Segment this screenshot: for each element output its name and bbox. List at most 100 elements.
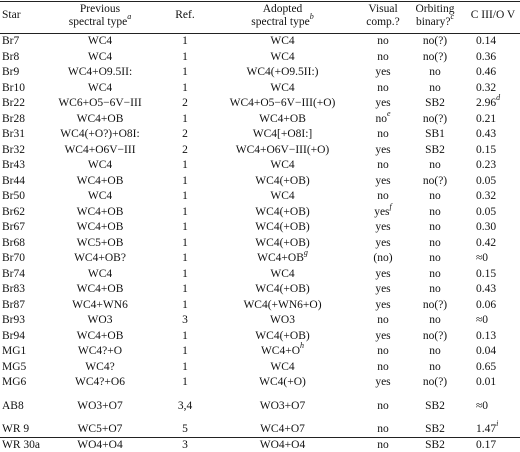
civ-ratio: 0.15 [476,267,497,280]
reference: 2 [182,97,188,109]
civ-ratio-cell: 0.36 [476,51,520,64]
civ-ratio-cell: 0.32 [476,190,520,203]
header-adopt-line2-text: spectral type [251,16,310,28]
star-name: Br32 [2,143,25,156]
previous-type: WC4?+O [77,345,123,357]
star-name: WR 9 [2,423,30,435]
header-adopt-footnote: b [309,12,314,22]
star-name: MG5 [2,360,27,373]
table-row: Br44 WC4+OB 1 WC4(+OB) yes no(?) 0.05 [0,175,520,188]
adopted-type: WO3+O7 [259,399,306,412]
visual-comp: no [375,112,387,125]
header-adopt-line1: Adopted [262,3,303,15]
visual-comp-cell: yes [366,237,400,250]
civ-ratio: 0.15 [476,143,497,156]
visual-comp-cell: yesf [366,202,400,219]
civ-ratio-cell: 1.47i [476,420,520,436]
reference: 1 [182,329,188,342]
adopted-type-cell: WC4(+O9.5II:) [205,66,360,79]
civ-ratio: ≈0 [476,314,489,326]
orbiting-binary: no [429,267,441,280]
previous-type: WC4 [87,50,113,63]
previous-type: WC4? [85,360,115,373]
orbiting-binary: no(?) [422,50,448,63]
header-orb-footnote: c [450,12,455,22]
visual-comp: yes [375,376,391,388]
civ-ratio-cell: 0.05 [476,206,520,219]
visual-comp: yes [375,298,391,311]
table-row: Br68 WC5+OB 1 WC4(+OB) yes no 0.42 [0,237,520,250]
civ-ratio-cell: 0.13 [476,330,520,343]
adopted-type-cell: WC4 [205,35,360,48]
visual-comp: no [377,438,389,451]
civ-ratio: 0.42 [476,236,497,249]
reference: 1 [182,360,188,373]
orbiting-binary: no [429,345,441,357]
visual-comp-cell: yes [366,97,400,110]
previous-type: WC4+OB [76,112,124,125]
visual-comp: yes [375,143,391,156]
reference: 2 [182,143,188,156]
star-name: Br8 [2,50,20,63]
visual-comp-cell: yes [366,221,400,234]
previous-type: WC4 [87,159,113,171]
civ-ratio-cell: 0.43 [476,128,520,141]
table-row: Br31 WC4(+O?)+O8I: 2 WC4[+O8I:] no SB1 0.43 [0,128,520,141]
reference: 1 [182,236,188,249]
civ-ratio-cell: 0.14 [476,35,520,48]
visual-comp-cell: no [366,361,400,374]
civ-ratio: 0.36 [476,50,497,63]
table-row: Br67 WC4+OB 1 WC4(+OB) yes no 0.30 [0,221,520,234]
adopted-type-cell: WC4+OBg [205,249,360,265]
star-name: Br50 [2,190,25,202]
star-name: MG1 [2,345,27,357]
header-orb-line2: binary?c [410,13,460,29]
adopted-type-footnote: h [300,341,305,351]
visual-comp-cell: yes [366,175,400,188]
adopted-type-cell: WC4 [205,190,360,203]
visual-comp-cell: yes [366,66,400,79]
civ-ratio: 0.05 [476,205,497,218]
visual-comp-cell: no [366,345,400,358]
adopted-type-cell: WC4+OB [205,113,360,126]
adopted-type: WC4(+O) [259,376,306,388]
visual-comp-cell: no [366,159,400,172]
previous-type: WC5+OB [76,236,124,249]
visual-comp-cell: no [366,128,400,141]
table-row: WR 9 WC5+O7 5 WC4+O7 no SB2 1.47i [0,420,520,436]
table-row: MG6 WC4?+O6 1 WC4(+O) yes no(?) 0.01 [0,376,520,389]
visual-comp-cell: yes [366,283,400,296]
header-ref: Ref. [175,9,195,22]
previous-type: WC4+WN6 [72,298,128,311]
adopted-type: WC4 [270,190,295,202]
table-row: Br87 WC4+WN6 1 WC4(+WN6+O) yes no(?) 0.06 [0,299,520,312]
visual-comp-cell: yes [366,376,400,389]
previous-type: WC4+O6V−III [64,143,136,156]
adopted-type-cell: WC4(+OB) [205,175,360,188]
civ-ratio: 0.13 [476,329,497,342]
reference: 1 [182,221,188,233]
civ-ratio-cell: 2.96d [476,94,520,110]
civ-ratio-cell: 0.23 [476,159,520,172]
visual-comp: yes [375,283,391,295]
adopted-type: WC4(+OB) [255,329,310,342]
table-row: Br93 WO3 3 WO3 no no ≈0 [0,314,520,327]
table-row: AB8 WO3+O7 3,4 WO3+O7 no SB2 ≈0 [0,400,520,413]
adopted-type-cell: WC4+O5−6V−III(+O) [205,97,360,110]
civ-ratio: 0.23 [476,159,497,171]
visual-comp-cell: no [366,35,400,48]
civ-ratio: 0.32 [476,190,497,202]
civ-ratio: 0.43 [476,128,497,140]
visual-comp: no [377,345,389,357]
civ-ratio: 0.04 [476,345,497,357]
civ-ratio: 0.01 [476,376,497,388]
star-name: Br93 [2,314,25,326]
orbiting-binary: no [429,159,441,171]
table-row: Br83 WC4+OB 1 WC4(+OB) yes no 0.43 [0,283,520,296]
visual-comp-cell: no [366,439,400,452]
civ-ratio: 0.17 [476,438,497,451]
visual-comp-cell: noe [366,109,400,126]
visual-comp-cell: yes [366,299,400,312]
reference: 3 [182,314,188,326]
visual-comp: no [377,81,389,94]
